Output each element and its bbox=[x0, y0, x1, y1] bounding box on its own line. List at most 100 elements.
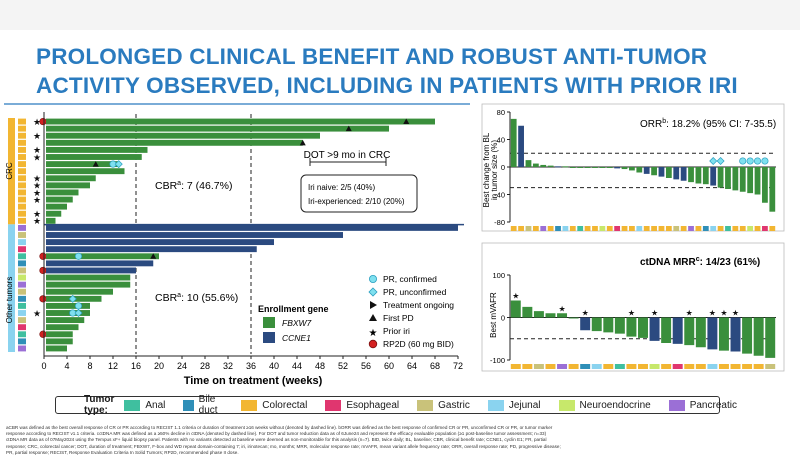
tumor-type-chip bbox=[658, 226, 665, 231]
swimmer-bar bbox=[46, 239, 274, 246]
pr-confirmed-marker bbox=[761, 157, 769, 165]
pr-unconfirmed-marker bbox=[716, 157, 725, 165]
prior-iri-star: ★ bbox=[33, 152, 41, 162]
tumor-type-chip bbox=[591, 364, 602, 369]
group-strip-crc bbox=[8, 118, 15, 225]
waterfall-bar bbox=[545, 313, 556, 318]
prior-iri-star: ★ bbox=[33, 174, 41, 184]
tumor-type-chip bbox=[688, 226, 694, 231]
waterfall-bar bbox=[658, 167, 665, 177]
tumor-type-chip bbox=[18, 224, 26, 231]
tumor-item-gastric: Gastric bbox=[417, 399, 470, 411]
legend-first-pd-icon bbox=[369, 314, 377, 321]
tumor-type-chip bbox=[18, 246, 26, 253]
tumor-type-chip bbox=[636, 226, 643, 231]
waterfall-bar bbox=[510, 118, 517, 167]
waterfall-bar bbox=[695, 167, 702, 184]
waterfall-bar bbox=[614, 317, 625, 334]
orr-title-sup: b bbox=[662, 118, 666, 125]
first-pd-marker bbox=[299, 139, 306, 146]
tumor-type-chip bbox=[717, 226, 724, 231]
label-colorectal: Colorectal bbox=[262, 399, 308, 411]
waterfall-bar bbox=[702, 167, 709, 185]
ctdna-title-sup: c bbox=[696, 256, 700, 263]
tumor-type-chip bbox=[518, 226, 524, 231]
waterfall-bar bbox=[629, 167, 635, 171]
tumor-type-chip bbox=[765, 364, 776, 369]
first-pd-marker bbox=[403, 118, 410, 125]
swimmer-bar bbox=[46, 125, 389, 132]
waterfall-bar bbox=[695, 317, 706, 348]
swatch-jejunal bbox=[487, 399, 504, 411]
tumor-type-chip bbox=[577, 226, 584, 231]
cbr-crc-label: CBR bbox=[155, 180, 178, 192]
tumor-type-chip bbox=[18, 217, 26, 224]
waterfall-bar bbox=[769, 167, 776, 212]
tumor-type-chip bbox=[18, 310, 26, 316]
tumor-type-chip bbox=[732, 226, 739, 231]
callout-title: DOT >9 mo in CRC bbox=[304, 150, 391, 161]
tumor-type-chip bbox=[540, 226, 547, 231]
swimmer-bar bbox=[46, 317, 85, 324]
prior-iri-star: ★ bbox=[33, 195, 41, 205]
tumor-type-chip bbox=[18, 118, 26, 125]
tumor-type-chip bbox=[599, 226, 606, 231]
tumor-type-chip bbox=[18, 324, 26, 331]
tumor-type-chip bbox=[18, 253, 26, 260]
tumor-type-chip bbox=[18, 260, 26, 267]
tumor-type-chip bbox=[18, 168, 26, 175]
pr-unconfirmed-marker bbox=[114, 160, 123, 169]
orr-title: ORRb: 18.2% (95% CI: 7-35.5) bbox=[640, 118, 776, 130]
legend-prior-iri: Prior iri bbox=[383, 326, 410, 336]
tumor-type-chip bbox=[643, 226, 650, 231]
prior-iri-star: ★ bbox=[33, 181, 41, 191]
legend-pr-confirmed: PR, confirmed bbox=[383, 274, 437, 284]
swimmer-bar bbox=[46, 146, 148, 153]
tumor-type-chip bbox=[684, 364, 695, 369]
tumor-type-chip bbox=[545, 364, 556, 369]
y-tick-label: 100 bbox=[492, 271, 505, 280]
y-tick-label: -80 bbox=[494, 218, 505, 227]
legend-ongoing: Treatment ongoing bbox=[383, 300, 454, 310]
pr-unconfirmed-marker bbox=[74, 309, 83, 317]
cbr-other-value: : 10 (55.6%) bbox=[181, 292, 238, 304]
swimmer-bar bbox=[46, 274, 131, 281]
label-anal: Anal bbox=[145, 399, 166, 411]
pr-confirmed-marker bbox=[74, 252, 83, 260]
tumor-type-chip bbox=[629, 226, 635, 231]
tumor-type-chip bbox=[18, 288, 26, 295]
footnote-line: aCBR was defined as the best overall res… bbox=[6, 425, 553, 430]
swimmer-bar bbox=[46, 196, 73, 203]
x-tick-label: 64 bbox=[407, 361, 417, 371]
first-pd-marker bbox=[150, 253, 157, 259]
y-tick-label: -40 bbox=[494, 191, 505, 200]
swatch-neuroendocrine bbox=[558, 399, 575, 411]
x-tick-label: 24 bbox=[177, 361, 187, 371]
waterfall-bar bbox=[555, 166, 561, 168]
swatch-esophageal bbox=[325, 399, 342, 411]
pr-unconfirmed-marker bbox=[68, 294, 77, 303]
tumor-type-chip bbox=[18, 210, 26, 217]
waterfall-bar bbox=[510, 300, 521, 318]
waterfall-bar bbox=[532, 163, 539, 167]
footnote-line: ctDNA MR data as of 07May2024 using the … bbox=[6, 437, 547, 443]
label-neuroendocrine: Neuroendocrine bbox=[579, 399, 651, 411]
swatch-anal bbox=[124, 399, 141, 411]
x-tick-label: 28 bbox=[200, 361, 210, 371]
cbr-other-sup: a bbox=[177, 292, 181, 299]
prior-iri-star: ★ bbox=[33, 145, 41, 155]
waterfall-bar bbox=[599, 167, 606, 168]
waterfall-bar bbox=[568, 317, 579, 319]
x-tick-label: 52 bbox=[338, 361, 348, 371]
orr-bars: 80 40 0 -40 -80 bbox=[494, 108, 776, 231]
tumor-type-chip bbox=[649, 364, 660, 369]
waterfall-bar bbox=[557, 313, 568, 318]
legend-label-fbxw7: FBXW7 bbox=[282, 318, 312, 328]
legend-pr-unconfirmed-icon bbox=[368, 287, 378, 297]
cbr-crc-value: : 7 (46.7%) bbox=[181, 180, 232, 192]
legend-ongoing-icon bbox=[370, 301, 377, 309]
x-tick-label: 16 bbox=[131, 361, 141, 371]
swatch-gastric bbox=[417, 399, 434, 411]
y-tick-label: 0 bbox=[501, 314, 505, 323]
footnote-line: response; CRC, colorectal cancer; DOT, d… bbox=[6, 443, 561, 449]
